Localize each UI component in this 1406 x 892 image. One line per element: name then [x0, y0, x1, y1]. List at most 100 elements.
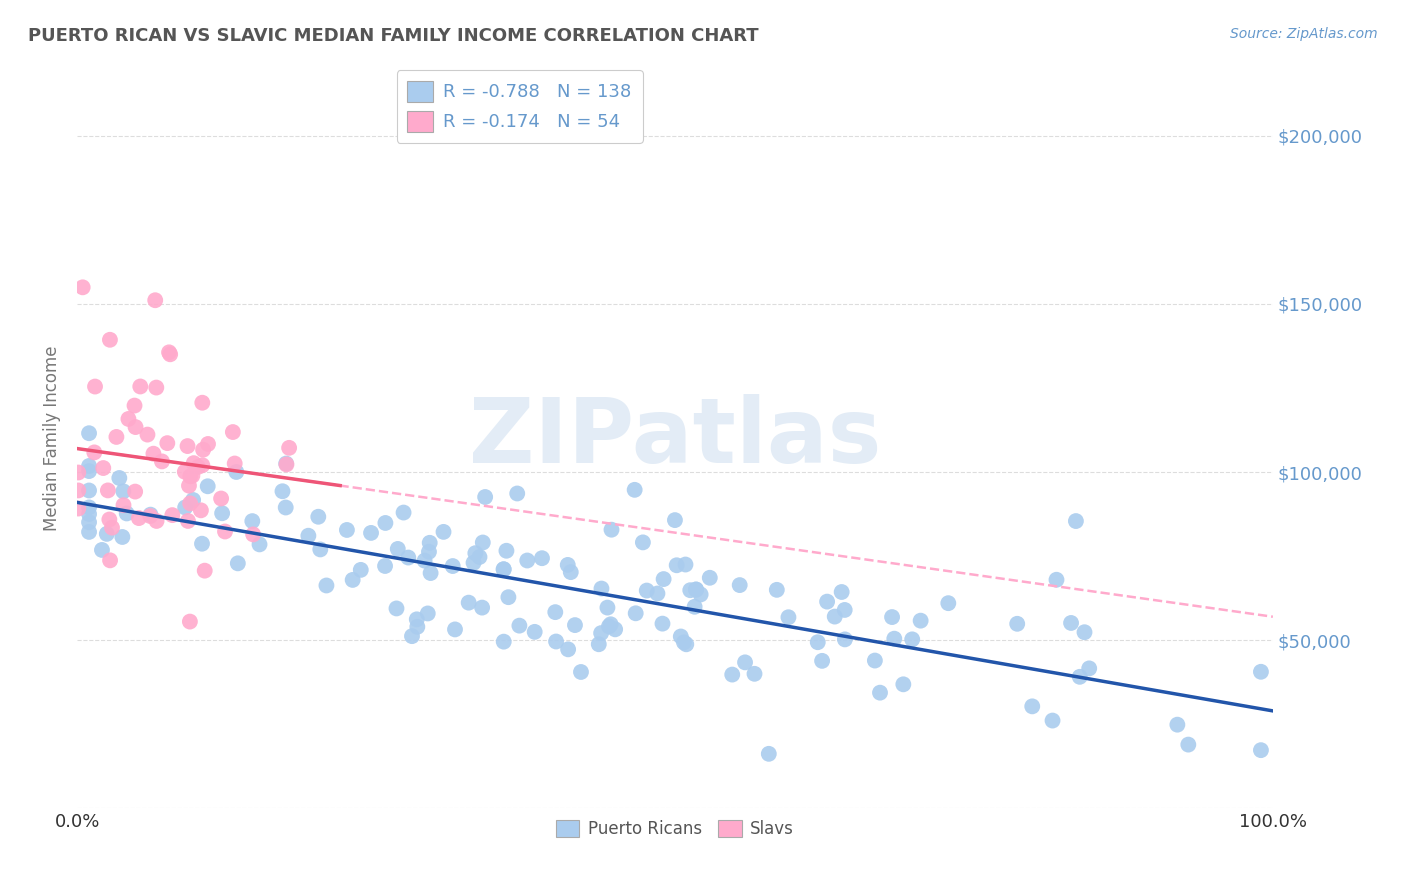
Point: [385, 601, 408, 615]
Point: [506, 486, 529, 500]
Point: [111, 530, 134, 544]
Point: [631, 535, 654, 549]
Point: [128, 511, 150, 525]
Point: [124, 484, 146, 499]
Point: [181, 493, 204, 508]
Point: [67, 466, 90, 480]
Point: [457, 596, 479, 610]
Point: [190, 503, 212, 517]
Point: [179, 469, 201, 483]
Point: [342, 573, 364, 587]
Point: [91, 461, 114, 475]
Point: [274, 500, 297, 515]
Point: [1064, 514, 1087, 528]
Point: [401, 629, 423, 643]
Point: [824, 609, 846, 624]
Point: [623, 483, 645, 497]
Point: [105, 430, 128, 444]
Point: [432, 524, 454, 539]
Point: [77, 483, 100, 498]
Point: [387, 541, 409, 556]
Point: [901, 632, 924, 647]
Point: [360, 525, 382, 540]
Point: [498, 590, 520, 604]
Point: [588, 637, 610, 651]
Point: [336, 523, 359, 537]
Point: [444, 623, 467, 637]
Point: [699, 571, 721, 585]
Point: [936, 596, 959, 610]
Point: [766, 582, 789, 597]
Point: [815, 594, 838, 608]
Point: [142, 447, 165, 461]
Point: [211, 506, 233, 520]
Point: [392, 506, 415, 520]
Point: [225, 465, 247, 479]
Point: [734, 656, 756, 670]
Point: [350, 563, 373, 577]
Point: [117, 412, 139, 426]
Point: [77, 515, 100, 529]
Point: [72, 280, 94, 294]
Point: [374, 559, 396, 574]
Point: [721, 667, 744, 681]
Point: [689, 587, 711, 601]
Text: ZIPatlas: ZIPatlas: [468, 394, 882, 483]
Point: [1021, 699, 1043, 714]
Point: [591, 626, 613, 640]
Point: [672, 635, 695, 649]
Point: [600, 523, 623, 537]
Point: [209, 491, 232, 506]
Point: [191, 458, 214, 473]
Point: [463, 556, 485, 570]
Point: [136, 427, 159, 442]
Point: [834, 603, 856, 617]
Point: [112, 484, 135, 499]
Point: [413, 554, 436, 568]
Point: [910, 614, 932, 628]
Point: [1166, 717, 1188, 731]
Point: [77, 524, 100, 539]
Point: [179, 615, 201, 629]
Point: [474, 490, 496, 504]
Point: [419, 536, 441, 550]
Point: [605, 623, 627, 637]
Point: [83, 445, 105, 459]
Point: [598, 619, 620, 633]
Point: [495, 543, 517, 558]
Point: [101, 521, 124, 535]
Point: [405, 612, 427, 626]
Point: [91, 543, 114, 558]
Point: [297, 529, 319, 543]
Point: [636, 583, 658, 598]
Point: [183, 456, 205, 470]
Point: [176, 439, 198, 453]
Point: [396, 550, 419, 565]
Point: [139, 508, 162, 522]
Point: [77, 458, 100, 473]
Point: [157, 345, 180, 359]
Point: [564, 618, 586, 632]
Point: [523, 624, 546, 639]
Point: [276, 457, 298, 471]
Point: [869, 686, 891, 700]
Point: [652, 572, 675, 586]
Point: [97, 483, 120, 498]
Point: [77, 500, 100, 515]
Point: [108, 471, 131, 485]
Point: [492, 634, 515, 648]
Point: [516, 553, 538, 567]
Point: [492, 562, 515, 576]
Point: [546, 634, 568, 648]
Point: [683, 599, 706, 614]
Point: [162, 508, 184, 522]
Point: [1177, 738, 1199, 752]
Point: [599, 617, 621, 632]
Point: [240, 514, 263, 528]
Point: [315, 578, 337, 592]
Point: [647, 586, 669, 600]
Point: [307, 509, 329, 524]
Point: [651, 616, 673, 631]
Y-axis label: Median Family Income: Median Family Income: [44, 346, 60, 532]
Point: [77, 507, 100, 521]
